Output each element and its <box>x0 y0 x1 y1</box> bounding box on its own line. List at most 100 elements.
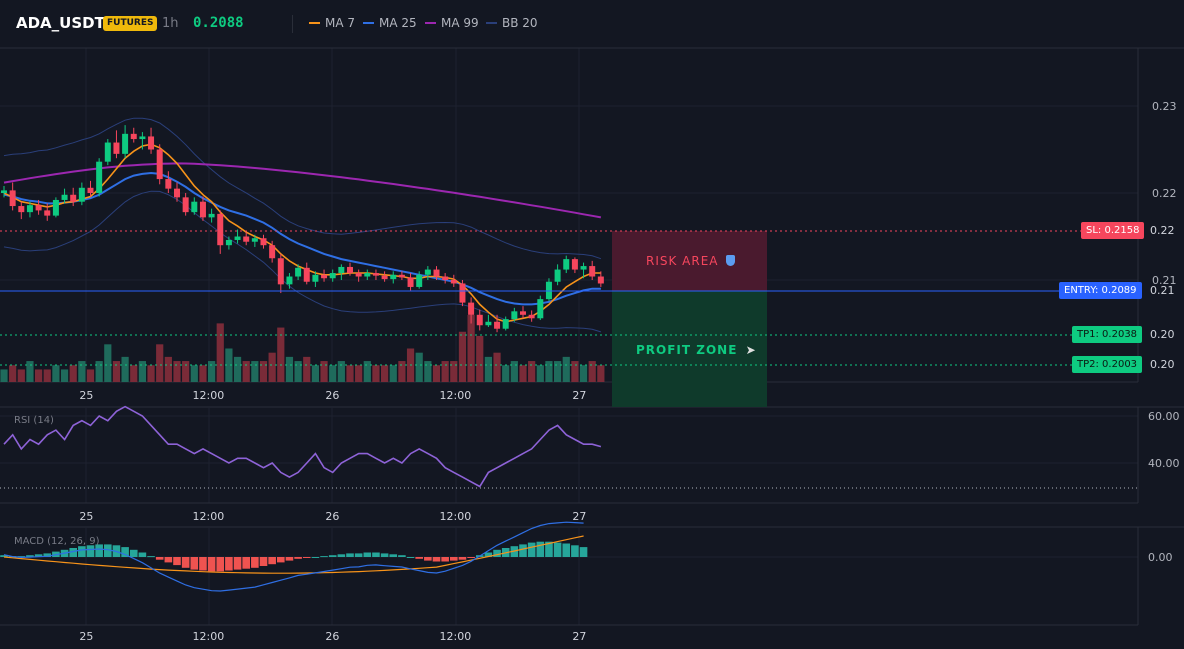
candle-body <box>390 274 397 280</box>
trade-zones <box>612 231 767 407</box>
volume-bar <box>52 365 60 382</box>
volume-bar <box>441 361 449 382</box>
bb20-swatch <box>486 22 497 24</box>
volume-bar <box>268 352 276 382</box>
candle-body <box>243 236 250 242</box>
macd-histogram-bar <box>363 552 372 557</box>
candle-body <box>468 302 475 315</box>
macd-histogram-bar <box>346 553 354 557</box>
legend-ma25-label: MA 25 <box>379 16 417 30</box>
time-tick: 26 <box>325 630 339 643</box>
volume-bar <box>432 365 441 382</box>
candle-body <box>442 276 449 280</box>
candle-body <box>199 201 206 218</box>
sl-axis-value: 0.22 <box>1150 224 1175 237</box>
volume-bar <box>173 361 181 382</box>
macd-histogram-bar <box>0 555 8 557</box>
volume-bar <box>372 365 380 382</box>
volume-bar <box>216 323 224 382</box>
candle-body <box>545 281 552 300</box>
candle-body <box>476 314 483 326</box>
macd-histogram-bar <box>86 545 95 557</box>
moving-averages <box>3 143 602 323</box>
candle-body <box>61 194 68 200</box>
candle-body <box>537 299 544 319</box>
candle-body <box>494 321 501 329</box>
macd-histogram-bar <box>173 557 181 566</box>
symbol-title[interactable]: ADA_USDT <box>16 14 105 32</box>
volume-bar <box>545 361 553 382</box>
volume-bar <box>597 365 605 382</box>
macd-histogram-bar <box>562 543 571 557</box>
volume-bar <box>86 369 95 382</box>
candle-body <box>372 273 379 276</box>
macd-histogram-bar <box>251 557 259 568</box>
bollinger-bands <box>3 117 602 333</box>
volume-bar <box>458 331 467 382</box>
volume-bar <box>554 361 562 382</box>
level-lines <box>0 230 1138 366</box>
volume-bar <box>0 369 8 382</box>
ma25-line <box>3 171 601 306</box>
candle-body <box>139 136 146 140</box>
candle-body <box>347 266 353 274</box>
volume-bar <box>502 365 510 382</box>
candle-body <box>398 274 405 278</box>
macd-histogram-bar <box>415 557 423 559</box>
macd-histogram-bar <box>78 546 86 557</box>
legend-bb20[interactable]: BB 20 <box>486 16 538 30</box>
macd-histogram-bar <box>372 552 380 557</box>
candle-body <box>148 136 155 150</box>
macd-histogram-bar <box>398 555 406 557</box>
timeframe-label[interactable]: 1h <box>162 16 179 31</box>
legend-ma99[interactable]: MA 99 <box>425 16 479 30</box>
candle-body <box>485 321 492 326</box>
profit-zone-label: PROFIT ZONE ➤ <box>636 343 757 357</box>
candle-body <box>122 133 129 154</box>
chart-header: ADA_USDT FUTURES 1h 0.2088 MA 7 MA 25 MA… <box>0 0 1184 48</box>
legend-ma25[interactable]: MA 25 <box>363 16 417 30</box>
profit-zone-text: PROFIT ZONE <box>636 343 738 357</box>
candle-body <box>251 238 258 242</box>
volume-bar <box>277 327 285 382</box>
bb-upper-band <box>3 117 602 260</box>
candle-body <box>182 197 189 213</box>
time-tick: 27 <box>572 630 586 643</box>
macd-histogram-bar <box>95 544 103 557</box>
macd-histogram-bar <box>320 556 328 558</box>
macd-histogram-bar <box>545 541 553 557</box>
time-tick: 27 <box>572 389 586 402</box>
volume-bar <box>78 361 86 382</box>
volume-bar <box>588 361 596 382</box>
candle-body <box>44 210 51 216</box>
candle-body <box>26 205 33 213</box>
candle-body <box>520 311 526 315</box>
candle-body <box>424 269 431 275</box>
last-price: 0.2088 <box>193 15 244 31</box>
volume-bar <box>363 361 371 382</box>
risk-area-text: RISK AREA <box>646 254 719 268</box>
candle-body <box>303 267 310 282</box>
macd-histogram-bar <box>406 557 415 558</box>
macd-histogram-bar <box>242 557 250 569</box>
volume-bar <box>320 361 328 382</box>
volume-bar <box>199 365 207 382</box>
rocket-icon: ➤ <box>745 343 757 357</box>
candle-body <box>191 201 198 213</box>
candle-body <box>589 266 596 277</box>
macd-histogram-bar <box>441 557 449 562</box>
macd-histogram-bar <box>527 542 536 557</box>
candle-body <box>329 273 336 279</box>
candle-body <box>355 273 362 277</box>
volume-bar <box>484 356 492 382</box>
legend-bb20-label: BB 20 <box>502 16 538 30</box>
candle-body <box>165 179 172 189</box>
macd-histogram-bar <box>432 557 441 562</box>
candle-body <box>78 187 85 202</box>
candle-body <box>1 190 7 193</box>
volume-bar <box>337 361 345 382</box>
volume-bar <box>156 344 164 382</box>
legend-ma7[interactable]: MA 7 <box>309 16 355 30</box>
ma99-swatch <box>425 22 436 24</box>
